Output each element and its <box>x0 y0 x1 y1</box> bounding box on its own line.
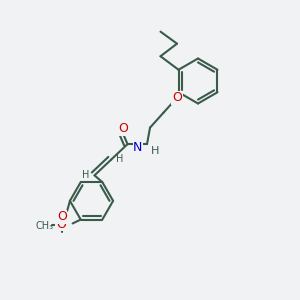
Text: H: H <box>116 154 124 164</box>
Text: O: O <box>56 218 66 231</box>
Text: O: O <box>57 210 67 223</box>
Text: H: H <box>82 170 89 180</box>
Text: CH₃: CH₃ <box>36 220 54 231</box>
Text: O: O <box>172 91 182 104</box>
Text: O: O <box>118 122 128 135</box>
Text: N: N <box>133 141 142 154</box>
Text: H: H <box>151 146 159 156</box>
